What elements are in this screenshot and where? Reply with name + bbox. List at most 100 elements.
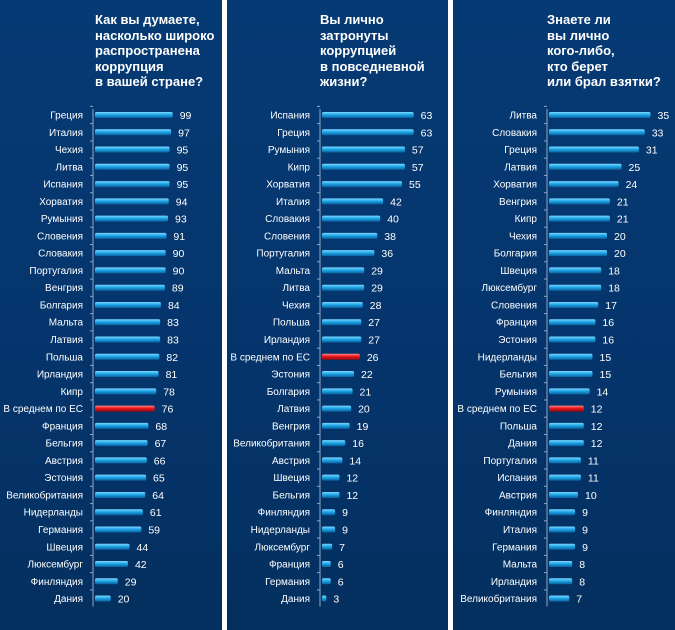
data-label: 44 <box>137 542 149 554</box>
bar <box>549 526 576 533</box>
category-label: Венгрия <box>272 421 310 432</box>
bar <box>549 301 599 308</box>
category-label: Чехия <box>55 145 83 156</box>
data-label: 95 <box>177 162 189 174</box>
category-label: Нидерланды <box>251 525 310 536</box>
category-label: Испания <box>43 180 83 191</box>
bar <box>549 543 576 550</box>
category-label: Эстония <box>498 335 537 346</box>
category-label: Румыния <box>495 387 537 398</box>
category-label: Латвия <box>277 404 310 415</box>
bar <box>95 301 161 308</box>
category-label: Германия <box>492 542 537 553</box>
bar <box>549 422 584 429</box>
category-label: Болгария <box>267 387 310 398</box>
category-label: Литва <box>283 283 311 294</box>
bar <box>322 371 355 378</box>
bar <box>322 440 346 447</box>
data-label: 24 <box>626 179 638 191</box>
data-label: 95 <box>177 179 189 191</box>
bar <box>95 371 159 378</box>
data-label: 21 <box>617 214 629 226</box>
category-label: Франция <box>496 318 537 329</box>
bar <box>95 232 167 239</box>
bar <box>322 491 340 498</box>
data-label: 12 <box>346 473 358 485</box>
data-label: 20 <box>118 594 130 606</box>
bar <box>549 561 573 568</box>
bar <box>95 319 161 326</box>
bar-eu-average <box>95 405 155 412</box>
bar <box>95 284 165 291</box>
data-label: 11 <box>588 455 599 467</box>
category-label: Латвия <box>50 335 83 346</box>
data-label: 19 <box>357 421 369 433</box>
bar <box>322 457 343 464</box>
data-label: 29 <box>371 283 383 295</box>
bar <box>322 422 350 429</box>
category-label: Эстония <box>44 473 83 484</box>
data-label: 15 <box>600 352 612 364</box>
bar <box>322 284 365 291</box>
category-label: Болгария <box>494 249 537 260</box>
bar <box>322 578 331 585</box>
category-label: Венгрия <box>499 197 537 208</box>
data-label: 16 <box>602 317 614 329</box>
data-label: 94 <box>176 196 188 208</box>
category-label: Хорватия <box>39 197 83 208</box>
category-label: Австрия <box>499 490 537 501</box>
data-label: 57 <box>412 145 424 157</box>
category-label: Нидерланды <box>478 352 537 363</box>
data-label: 61 <box>150 507 162 519</box>
bar <box>322 181 403 188</box>
data-label: 38 <box>384 231 396 243</box>
data-label: 3 <box>333 594 339 606</box>
category-label: Польша <box>500 421 538 432</box>
category-label: Финляндия <box>31 577 83 588</box>
category-label: Финляндия <box>485 508 537 519</box>
data-label: 16 <box>602 335 614 347</box>
bar <box>549 284 602 291</box>
bar <box>95 181 170 188</box>
data-label: 10 <box>585 490 597 502</box>
bar <box>549 353 593 360</box>
data-label: 15 <box>600 369 612 381</box>
bar <box>549 267 602 274</box>
bar <box>322 561 331 568</box>
panel-corruption-perception: Как вы думаете, насколько широко распрос… <box>0 0 222 630</box>
category-label: Португалия <box>256 249 310 260</box>
category-label: Швеция <box>273 473 310 484</box>
data-label: 21 <box>360 386 372 398</box>
data-label: 63 <box>421 127 433 139</box>
category-label: Люксембург <box>28 559 84 571</box>
data-label: 20 <box>358 404 370 416</box>
bar <box>322 526 336 533</box>
category-label: Люксембург <box>482 282 538 294</box>
bar <box>322 146 405 153</box>
bar <box>95 543 130 550</box>
category-label: Кипр <box>61 387 84 398</box>
category-label: Эстония <box>271 370 310 381</box>
bar <box>322 474 340 481</box>
bar <box>549 181 619 188</box>
data-label: 12 <box>591 421 603 433</box>
category-label: Нидерланды <box>24 508 83 519</box>
data-label: 40 <box>387 214 399 226</box>
category-label: Австрия <box>45 456 83 467</box>
data-label: 27 <box>368 317 380 329</box>
category-label: Мальта <box>49 318 84 329</box>
data-label: 63 <box>421 110 433 122</box>
bar <box>549 250 607 257</box>
bar <box>95 509 143 516</box>
data-label: 99 <box>180 110 192 122</box>
data-label: 83 <box>167 317 179 329</box>
data-label: 28 <box>370 300 382 312</box>
category-label: Румыния <box>268 145 310 156</box>
bar <box>549 440 584 447</box>
bar <box>549 319 596 326</box>
bar <box>95 474 147 481</box>
data-label: 90 <box>173 265 185 277</box>
data-label: 29 <box>371 265 383 277</box>
category-label: Бельгия <box>500 370 538 381</box>
data-label: 57 <box>412 162 424 174</box>
